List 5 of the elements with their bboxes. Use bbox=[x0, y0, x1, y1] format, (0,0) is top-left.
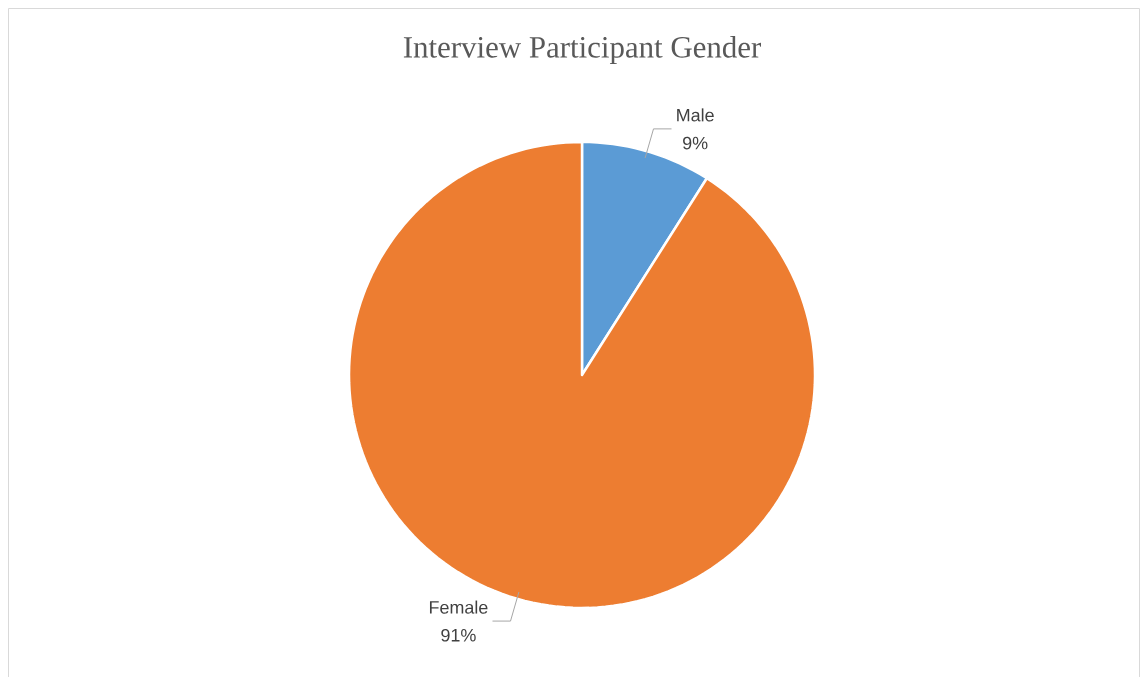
data-label: 9% bbox=[683, 136, 708, 150]
slice-label: Male bbox=[677, 108, 714, 122]
slice-label: Female bbox=[429, 600, 488, 614]
data-label: 91% bbox=[441, 628, 476, 642]
chart-title: Interview Participant Gender bbox=[403, 35, 762, 64]
